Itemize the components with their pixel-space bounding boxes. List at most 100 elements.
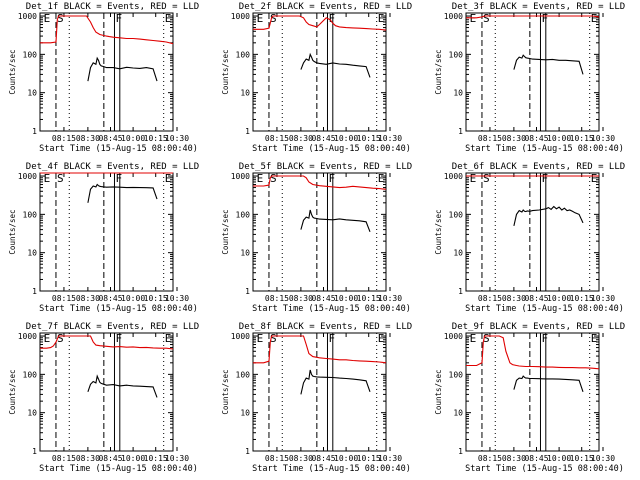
events-series-line xyxy=(300,52,371,78)
y-tick-label: 100 xyxy=(449,50,464,59)
x-tick-label: 08:15 xyxy=(265,454,289,463)
x-tick-label: 08:45 xyxy=(311,134,335,143)
x-tick-label: 10:00 xyxy=(334,134,358,143)
events-series-line xyxy=(513,205,584,227)
x-tick-label: 10:15 xyxy=(144,454,168,463)
x-tick-label: 10:15 xyxy=(570,454,594,463)
det-plot-9: Det_9f BLACK = Events, RED = LLD 1 10 100 10… xyxy=(434,322,625,474)
time-marker-label: E xyxy=(591,172,598,185)
y-axis-label: Counts/sec xyxy=(8,369,17,414)
time-marker-label: E xyxy=(165,172,172,185)
x-tick-label: 10:00 xyxy=(334,454,358,463)
axes-frame xyxy=(252,332,387,452)
y-axis-label: Counts/sec xyxy=(434,209,443,254)
time-marker-label: E xyxy=(591,12,598,25)
x-tick-label: 08:45 xyxy=(524,454,548,463)
y-axis-label: Counts/sec xyxy=(434,369,443,414)
x-tick-label: 10:30 xyxy=(591,294,615,303)
x-tick-label: 08:15 xyxy=(52,294,76,303)
y-tick-label: 100 xyxy=(236,210,251,219)
plot-title: Det_8f BLACK = Events, RED = LLD xyxy=(239,322,412,332)
time-marker-label: F xyxy=(541,12,548,25)
x-axis-label: Start Time (15-Aug-15 08:00:40) xyxy=(252,464,411,474)
lld-series-line xyxy=(253,335,387,364)
x-axis-label: Start Time (15-Aug-15 08:00:40) xyxy=(39,304,198,314)
lld-series-line xyxy=(253,175,387,190)
plot-title: Det_4f BLACK = Events, RED = LLD xyxy=(26,162,199,172)
y-tick-label: 100 xyxy=(449,210,464,219)
x-tick-label: 08:45 xyxy=(524,134,548,143)
y-tick-label: 100 xyxy=(23,210,38,219)
y-axis-label: Counts/sec xyxy=(221,49,230,94)
x-tick-label: 08:30 xyxy=(502,134,526,143)
time-marker-label: F xyxy=(115,12,122,25)
det-plot-4: Det_4f BLACK = Events, RED = LLD 1 10 100 10… xyxy=(8,162,199,314)
x-tick-label: 08:15 xyxy=(478,294,502,303)
y-axis-label: Counts/sec xyxy=(221,209,230,254)
time-marker-label: F xyxy=(541,172,548,185)
time-marker-label: S xyxy=(270,12,277,25)
det-plot-6: Det_6f BLACK = Events, RED = LLD 1 10 100 10… xyxy=(434,162,625,314)
lld-series-line xyxy=(40,335,174,350)
time-marker-label: E xyxy=(378,332,385,345)
x-tick-label: 08:30 xyxy=(502,294,526,303)
det-plot-2: Det_2f BLACK = Events, RED = LLD 1 10 100 10… xyxy=(221,2,412,154)
x-tick-label: 10:30 xyxy=(591,454,615,463)
events-series-line xyxy=(87,56,158,82)
plot-title: Det_1f BLACK = Events, RED = LLD xyxy=(26,2,199,12)
x-tick-label: 08:30 xyxy=(76,134,100,143)
det-plot-3: Det_3f BLACK = Events, RED = LLD 1 10 100 10… xyxy=(434,2,625,154)
x-tick-label: 08:15 xyxy=(52,454,76,463)
y-axis-label: Counts/sec xyxy=(434,49,443,94)
time-marker-label: E xyxy=(44,172,51,185)
x-axis-label: Start Time (15-Aug-15 08:00:40) xyxy=(252,144,411,154)
x-tick-label: 10:00 xyxy=(121,454,145,463)
x-tick-label: 08:45 xyxy=(98,134,122,143)
axes-frame xyxy=(39,332,174,452)
lld-series-line xyxy=(40,15,174,45)
axes-frame xyxy=(465,172,600,292)
det-plot-8: Det_8f BLACK = Events, RED = LLD 1 10 100 10… xyxy=(221,322,412,474)
det-plot-5: Det_5f BLACK = Events, RED = LLD 1 10 100 10… xyxy=(221,162,412,314)
x-tick-label: 10:00 xyxy=(547,294,571,303)
det-plot-7: Det_7f BLACK = Events, RED = LLD 1 10 100 10… xyxy=(8,322,199,474)
axes-frame xyxy=(252,172,387,292)
y-tick-label: 10 xyxy=(27,89,37,98)
events-series-line xyxy=(87,183,158,203)
events-series-line xyxy=(300,209,371,232)
plot-title: Det_3f BLACK = Events, RED = LLD xyxy=(452,2,625,12)
y-tick-label: 1 xyxy=(245,447,250,456)
x-tick-label: 08:30 xyxy=(289,294,313,303)
time-marker-label: S xyxy=(270,172,277,185)
y-tick-label: 100 xyxy=(236,50,251,59)
x-tick-label: 10:30 xyxy=(378,294,402,303)
y-tick-label: 1 xyxy=(245,127,250,136)
time-marker-label: E xyxy=(165,332,172,345)
y-tick-label: 100 xyxy=(236,370,251,379)
plot-title: Det_9f BLACK = Events, RED = LLD xyxy=(452,322,625,332)
lld-series-line xyxy=(253,15,387,31)
events-series-line xyxy=(513,375,584,392)
time-marker-label: E xyxy=(257,332,264,345)
events-series-line xyxy=(300,369,371,395)
axes-frame xyxy=(465,12,600,132)
y-tick-label: 10 xyxy=(453,89,463,98)
x-tick-label: 10:30 xyxy=(378,454,402,463)
x-tick-label: 10:00 xyxy=(547,134,571,143)
y-tick-label: 10 xyxy=(453,249,463,258)
x-tick-label: 10:15 xyxy=(357,134,381,143)
x-tick-label: 08:45 xyxy=(98,454,122,463)
y-tick-label: 1 xyxy=(458,287,463,296)
x-tick-label: 08:15 xyxy=(265,134,289,143)
axes-frame xyxy=(39,12,174,132)
y-tick-label: 1000 xyxy=(18,12,37,21)
time-marker-label: E xyxy=(165,12,172,25)
x-tick-label: 10:15 xyxy=(357,454,381,463)
x-tick-label: 10:30 xyxy=(165,134,189,143)
y-tick-label: 1000 xyxy=(18,332,37,341)
y-tick-label: 10 xyxy=(453,409,463,418)
time-marker-label: S xyxy=(483,332,490,345)
x-tick-label: 10:00 xyxy=(334,294,358,303)
time-marker-label: E xyxy=(257,12,264,25)
